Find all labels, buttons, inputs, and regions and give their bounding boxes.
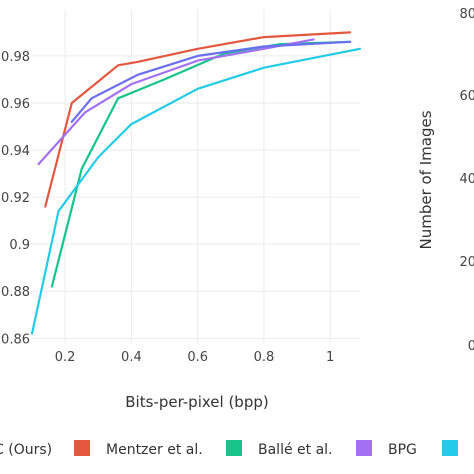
legend-swatch bbox=[356, 440, 372, 456]
y-tick-label: 0.98 bbox=[1, 50, 30, 65]
x-tick-label: 0.4 bbox=[121, 350, 142, 365]
y-tick-label: 0.96 bbox=[1, 97, 30, 112]
legend-label: Ballé et al. bbox=[258, 442, 333, 458]
y-tick-label: 0.9 bbox=[9, 238, 30, 253]
right-y-tick-labels: 80 60 40 20 0 bbox=[459, 7, 474, 354]
legend-swatch bbox=[74, 440, 90, 456]
y-tick-label: 0.94 bbox=[1, 144, 30, 159]
right-y-tick-label: 0 bbox=[468, 339, 474, 354]
x-tick-label: 0.8 bbox=[254, 350, 275, 365]
right-y-axis-label: Number of Images bbox=[417, 110, 435, 249]
x-axis-label: Bits-per-pixel (bpp) bbox=[125, 393, 268, 411]
legend-swatch bbox=[226, 440, 242, 456]
legend-label: C (Ours) bbox=[0, 442, 52, 458]
legend-swatch bbox=[442, 440, 458, 456]
right-plot: 80 60 40 20 0 Number of Images bbox=[417, 7, 474, 354]
x-tick-label: 0.2 bbox=[55, 350, 76, 365]
series-line-1 bbox=[44, 31, 352, 208]
x-tick-labels: 0.2 0.4 0.6 0.8 1 bbox=[55, 350, 335, 365]
x-tick-label: 0.6 bbox=[187, 350, 208, 365]
right-y-tick-label: 40 bbox=[459, 172, 474, 187]
series-lines bbox=[30, 31, 362, 335]
series-line-3 bbox=[37, 38, 315, 166]
left-plot: 0.2 0.4 0.6 0.8 1 0.86 0.88 0.9 0.92 0.94 0.96 0.9… bbox=[1, 10, 362, 411]
y-tick-labels: 0.86 0.88 0.9 0.92 0.94 0.96 0.98 bbox=[1, 50, 30, 347]
y-tick-label: 0.92 bbox=[1, 191, 30, 206]
y-tick-label: 0.86 bbox=[1, 332, 30, 347]
gridlines bbox=[32, 10, 360, 343]
series-line-2 bbox=[50, 40, 352, 288]
legend-label: Mentzer et al. bbox=[106, 442, 203, 458]
right-y-tick-label: 60 bbox=[459, 89, 474, 104]
legend-label: BPG bbox=[388, 442, 417, 458]
series-line-4 bbox=[30, 47, 362, 335]
x-tick-label: 1 bbox=[326, 350, 334, 365]
y-tick-label: 0.88 bbox=[1, 285, 30, 300]
legend: C (Ours) Mentzer et al. Ballé et al. BPG bbox=[0, 440, 458, 458]
right-y-tick-label: 80 bbox=[459, 7, 474, 22]
right-y-tick-label: 20 bbox=[459, 255, 474, 270]
series-line-5 bbox=[70, 40, 352, 123]
